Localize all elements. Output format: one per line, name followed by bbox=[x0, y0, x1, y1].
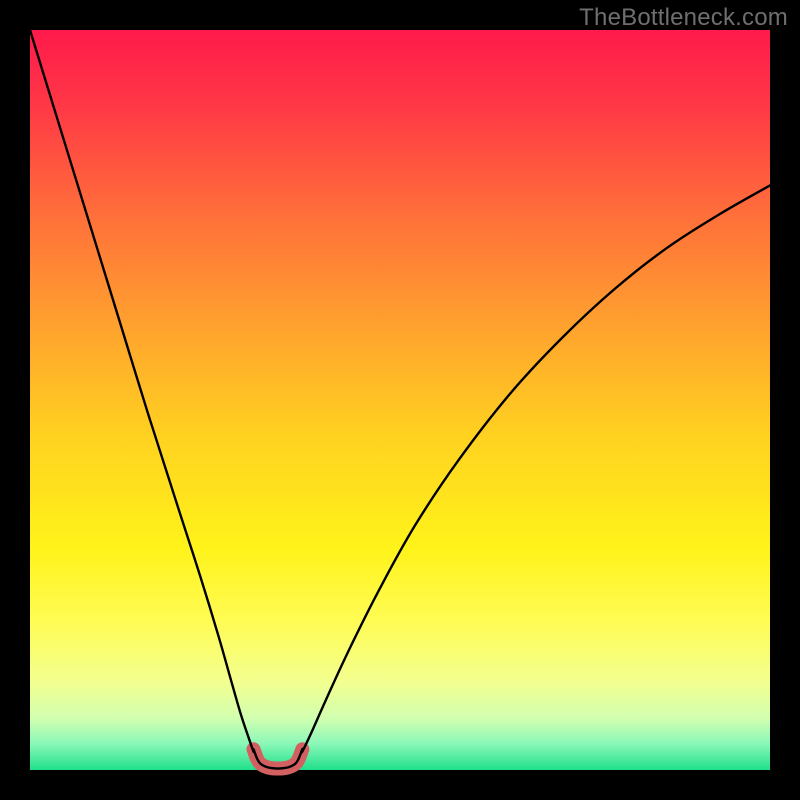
bottleneck-chart bbox=[0, 0, 800, 800]
attribution-watermark: TheBottleneck.com bbox=[579, 4, 788, 32]
plot-background-gradient bbox=[30, 30, 770, 770]
chart-stage: TheBottleneck.com bbox=[0, 0, 800, 800]
